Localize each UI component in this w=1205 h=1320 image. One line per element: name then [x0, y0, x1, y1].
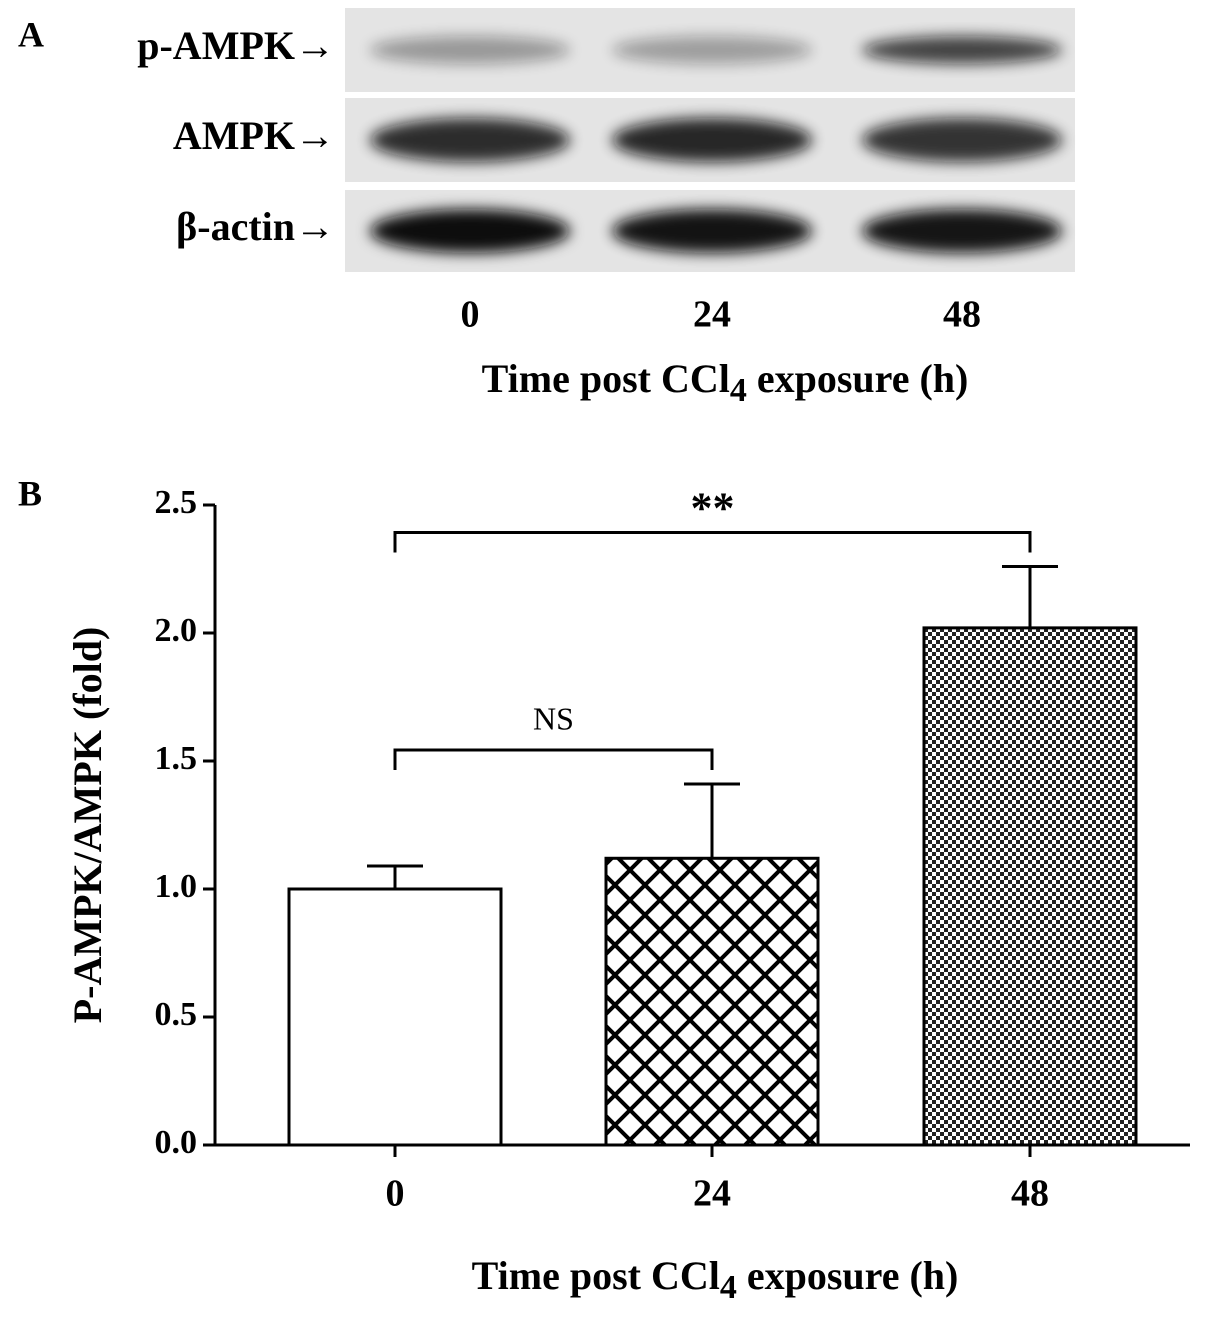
x-tick-label: 48	[1011, 1173, 1049, 1215]
significance-bracket	[393, 748, 714, 771]
x-axis-title-part: Time post CCl	[482, 356, 730, 401]
y-tick-label: 0.5	[155, 996, 198, 1033]
lane-label: 0	[461, 294, 480, 336]
row-label: p-AMPK→	[137, 23, 335, 68]
x-axis-title-part: 4	[720, 1269, 737, 1306]
x-tick-label: 0	[386, 1173, 405, 1215]
y-tick-label: 2.5	[155, 484, 198, 521]
panel-label: B	[18, 473, 42, 513]
y-tick-label: 1.5	[155, 740, 198, 777]
x-axis-title-part: exposure (h)	[737, 1253, 958, 1298]
blot-band	[612, 118, 812, 162]
y-axis-title: P-AMPK/AMPK (fold)	[65, 627, 110, 1024]
y-tick-label: 0.0	[155, 1124, 198, 1161]
bar	[922, 626, 1138, 1147]
y-tick-label: 1.0	[155, 868, 198, 905]
blot-band	[370, 36, 570, 64]
blot-band	[862, 118, 1062, 162]
x-axis-title: Time post CCl4 exposure (h)	[472, 1253, 959, 1306]
x-axis-title-part: 4	[730, 372, 747, 409]
western-blot	[345, 8, 1075, 272]
x-axis-title-part: exposure (h)	[747, 356, 968, 401]
blot-band	[612, 36, 812, 64]
row-label: β-actin→	[176, 204, 335, 249]
panel-label: A	[18, 14, 44, 54]
blot-band	[862, 209, 1062, 253]
y-tick-label: 2.0	[155, 612, 198, 649]
significance-label: **	[691, 484, 735, 533]
lane-label: 48	[943, 294, 981, 336]
blot-band	[370, 209, 570, 253]
x-axis-title: Time post CCl4 exposure (h)	[482, 356, 969, 409]
blot-band	[612, 209, 812, 253]
x-tick-label: 24	[693, 1173, 731, 1215]
bar	[287, 887, 503, 1147]
blot-band	[862, 36, 1062, 64]
significance-bracket	[393, 530, 1032, 553]
significance-label: NS	[533, 700, 574, 736]
bar	[604, 856, 820, 1147]
x-axis-title-part: Time post CCl	[472, 1253, 720, 1298]
blot-band	[370, 118, 570, 162]
row-label: AMPK→	[173, 113, 335, 158]
lane-label: 24	[693, 294, 731, 336]
